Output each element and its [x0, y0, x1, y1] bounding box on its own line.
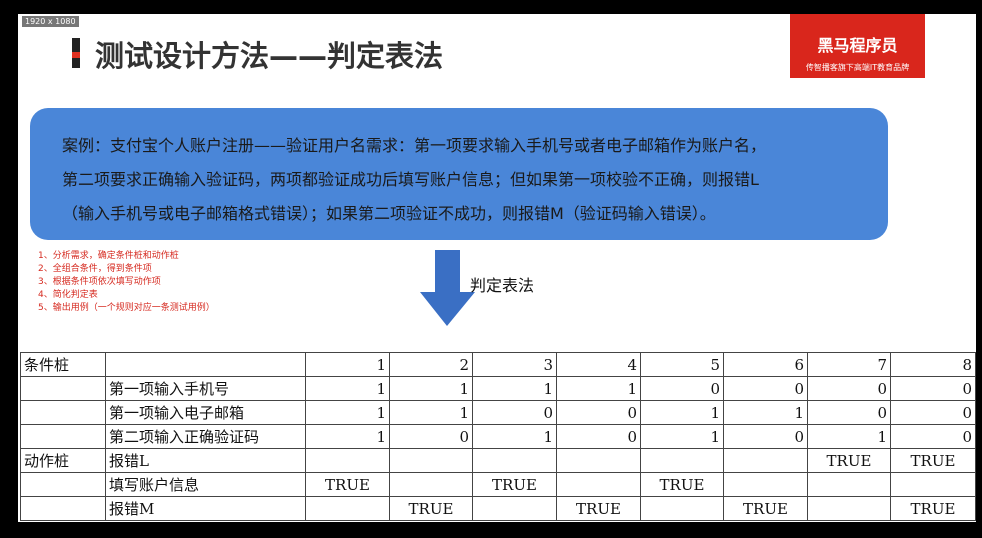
table-cell: 1	[556, 376, 641, 401]
table-cell: 6	[723, 352, 808, 377]
table-cell: 2	[389, 352, 473, 377]
table-cell: TRUE	[472, 472, 557, 497]
table-cell	[723, 448, 808, 473]
arrow	[420, 250, 475, 326]
table-cell: 1	[305, 424, 390, 449]
table-cell	[305, 448, 390, 473]
table-cell: TRUE	[305, 472, 390, 497]
title-marker	[72, 52, 80, 58]
table-cell	[20, 472, 106, 497]
table-cell: 0	[890, 424, 976, 449]
table-cell: 1	[640, 424, 724, 449]
table-cell: 填写账户信息	[105, 472, 306, 497]
table-cell	[20, 424, 106, 449]
table-cell	[105, 352, 306, 377]
table-cell	[640, 496, 724, 521]
table-row: 第一项输入手机号 1 1 1 1 0 0 0 0	[20, 376, 976, 401]
table-cell: 1	[640, 400, 724, 425]
table-row: 填写账户信息 TRUE TRUE TRUE	[20, 472, 976, 497]
table-cell: 0	[890, 400, 976, 425]
table-cell: 报错M	[105, 496, 306, 521]
table-cell	[305, 496, 390, 521]
table-cell: 0	[807, 376, 891, 401]
table-cell: 0	[389, 424, 473, 449]
table-row: 报错M TRUE TRUE TRUE TRUE	[20, 496, 976, 521]
table-cell	[389, 448, 473, 473]
table-cell: 1	[305, 376, 390, 401]
table-cell	[807, 496, 891, 521]
table-cell	[556, 472, 641, 497]
title: 测试设计方法——判定表法	[95, 39, 444, 73]
case-line: （输入手机号或电子邮箱格式错误）；如果第二项验证不成功，则报错M（验证码输入错误…	[62, 204, 716, 223]
table-cell: 4	[556, 352, 641, 377]
table-cell: 动作桩	[20, 448, 106, 473]
table-cell: 报错L	[105, 448, 306, 473]
table-row: 条件桩 1 2 3 4 5 6 7 8	[20, 352, 976, 377]
step: 3、根据条件项依次填写动作项	[38, 277, 161, 287]
table-cell: 7	[807, 352, 891, 377]
case-line: 第二项要求正确输入验证码，两项都验证成功后填写账户信息；但如果第一项校验不正确，…	[62, 170, 759, 189]
table-cell: TRUE	[723, 496, 808, 521]
table-cell	[890, 472, 976, 497]
table-cell: TRUE	[890, 448, 976, 473]
table-cell: 5	[640, 352, 724, 377]
table-cell: 0	[472, 400, 557, 425]
table-cell: 0	[890, 376, 976, 401]
table-cell	[723, 472, 808, 497]
case-box	[30, 108, 888, 240]
table-cell: 1	[472, 376, 557, 401]
table-cell: 1	[723, 400, 808, 425]
table-cell	[389, 472, 473, 497]
table-cell: 1	[305, 352, 390, 377]
table-cell	[20, 376, 106, 401]
table-cell: 0	[807, 400, 891, 425]
logo-name: 黑马程序员	[817, 36, 898, 55]
table-cell: 第二项输入正确验证码	[105, 424, 306, 449]
step: 2、全组合条件，得到条件项	[38, 264, 152, 274]
table-cell: 1	[807, 424, 891, 449]
table-cell: TRUE	[640, 472, 724, 497]
table-cell: 0	[556, 400, 641, 425]
table-cell: 1	[389, 376, 473, 401]
case-line: 案例：支付宝个人账户注册——验证用户名需求：第一项要求输入手机号或者电子邮箱作为…	[62, 136, 767, 155]
table-row: 第二项输入正确验证码 1 0 1 0 1 0 1 0	[20, 424, 976, 449]
table-row: 第一项输入电子邮箱 1 1 0 0 1 1 0 0	[20, 400, 976, 425]
table-row: 动作桩 报错L TRUE TRUE	[20, 448, 976, 473]
logo-slogan: 传智播客旗下高端IT教育品牌	[805, 63, 910, 72]
table-cell: 1	[472, 424, 557, 449]
table-cell	[20, 400, 106, 425]
decision-table: 条件桩 1 2 3 4 5 6 7 8 第一项输入手机号 1 1 1 1 0 0 0 0 第一项输入电子邮箱 1 1 0 0…	[20, 352, 976, 521]
table-cell	[472, 496, 557, 521]
arrow-label: 判定表法	[470, 276, 535, 295]
table-cell: TRUE	[556, 496, 641, 521]
table-cell: 第一项输入电子邮箱	[105, 400, 306, 425]
table-cell	[556, 448, 641, 473]
table-cell: 0	[640, 376, 724, 401]
step: 5、输出用例（一个规则对应一条测试用例）	[38, 303, 215, 313]
resolution: 1920 x 1080	[22, 16, 79, 27]
table-cell: 条件桩	[20, 352, 106, 377]
table-cell: 0	[723, 424, 808, 449]
table-cell: TRUE	[389, 496, 473, 521]
logo: 黑马程序员 传智播客旗下高端IT教育品牌	[790, 14, 925, 78]
table-cell: 8	[890, 352, 976, 377]
table-cell: 0	[556, 424, 641, 449]
table-cell	[640, 448, 724, 473]
table-cell	[472, 448, 557, 473]
table-cell	[20, 496, 106, 521]
table-cell: 1	[305, 400, 390, 425]
table-cell: 3	[472, 352, 557, 377]
table-cell: TRUE	[807, 448, 891, 473]
table-cell	[807, 472, 891, 497]
table-cell: TRUE	[890, 496, 976, 521]
table-cell: 1	[389, 400, 473, 425]
table-cell: 0	[723, 376, 808, 401]
step: 1、分析需求，确定条件桩和动作桩	[38, 251, 179, 261]
step: 4、简化判定表	[38, 290, 98, 300]
table-cell: 第一项输入手机号	[105, 376, 306, 401]
